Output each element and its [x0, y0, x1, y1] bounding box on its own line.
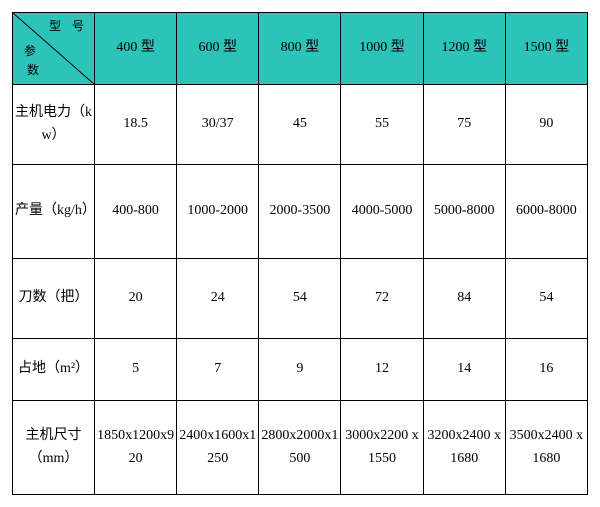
cell: 55 [341, 85, 423, 165]
corner-bottom-label: 参数 [21, 42, 39, 80]
cell: 3500x2400 x1680 [505, 401, 587, 495]
cell: 24 [177, 259, 259, 339]
cell: 2800x2000x1500 [259, 401, 341, 495]
col-header: 1000 型 [341, 13, 423, 85]
table-row: 刀数（把） 20 24 54 72 84 54 [13, 259, 588, 339]
col-header: 600 型 [177, 13, 259, 85]
cell: 3000x2200 x1550 [341, 401, 423, 495]
cell: 7 [177, 339, 259, 401]
cell: 9 [259, 339, 341, 401]
cell: 84 [423, 259, 505, 339]
row-label: 主机尺寸（mm） [13, 401, 95, 495]
row-label: 主机电力（kw） [13, 85, 95, 165]
col-header: 1500 型 [505, 13, 587, 85]
cell: 54 [505, 259, 587, 339]
cell: 2000-3500 [259, 165, 341, 259]
cell: 12 [341, 339, 423, 401]
corner-cell: 型 号 参数 [13, 13, 95, 85]
row-label: 占地（m²） [13, 339, 95, 401]
cell: 16 [505, 339, 587, 401]
table-row: 主机尺寸（mm） 1850x1200x920 2400x1600x1250 28… [13, 401, 588, 495]
col-header: 1200 型 [423, 13, 505, 85]
cell: 90 [505, 85, 587, 165]
cell: 30/37 [177, 85, 259, 165]
cell: 72 [341, 259, 423, 339]
cell: 1850x1200x920 [95, 401, 177, 495]
table-row: 产量（kg/h） 400-800 1000-2000 2000-3500 400… [13, 165, 588, 259]
cell: 45 [259, 85, 341, 165]
cell: 3200x2400 x1680 [423, 401, 505, 495]
header-row: 型 号 参数 400 型 600 型 800 型 1000 型 1200 型 1… [13, 13, 588, 85]
cell: 14 [423, 339, 505, 401]
cell: 400-800 [95, 165, 177, 259]
cell: 2400x1600x1250 [177, 401, 259, 495]
col-header: 400 型 [95, 13, 177, 85]
spec-table: 型 号 参数 400 型 600 型 800 型 1000 型 1200 型 1… [12, 12, 588, 495]
corner-top-label: 型 号 [49, 17, 88, 36]
row-label: 产量（kg/h） [13, 165, 95, 259]
cell: 6000-8000 [505, 165, 587, 259]
cell: 5000-8000 [423, 165, 505, 259]
row-label: 刀数（把） [13, 259, 95, 339]
table-row: 主机电力（kw） 18.5 30/37 45 55 75 90 [13, 85, 588, 165]
col-header: 800 型 [259, 13, 341, 85]
cell: 54 [259, 259, 341, 339]
cell: 4000-5000 [341, 165, 423, 259]
cell: 5 [95, 339, 177, 401]
cell: 75 [423, 85, 505, 165]
cell: 18.5 [95, 85, 177, 165]
cell: 20 [95, 259, 177, 339]
cell: 1000-2000 [177, 165, 259, 259]
table-row: 占地（m²） 5 7 9 12 14 16 [13, 339, 588, 401]
